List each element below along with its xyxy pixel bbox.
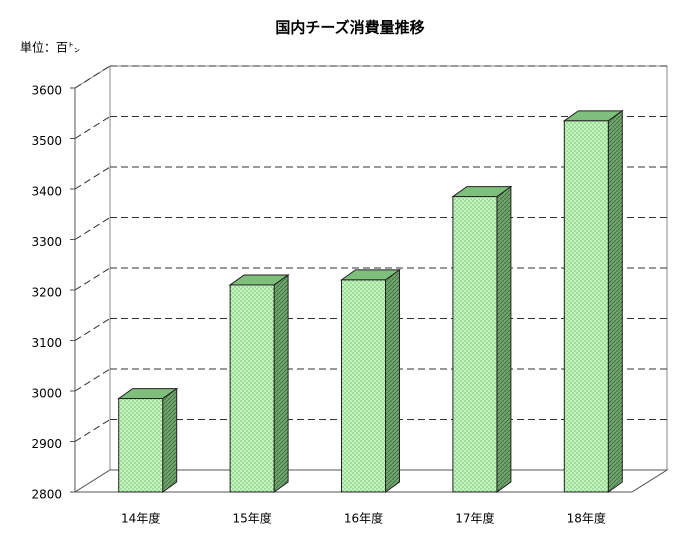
bar-side	[496, 185, 512, 493]
unit-label: 単位：百㌧	[20, 40, 80, 55]
bar	[563, 120, 609, 493]
bar	[452, 196, 498, 493]
grid-line	[74, 368, 111, 392]
y-tick-label: 3100	[31, 336, 62, 350]
bar-side	[607, 109, 623, 493]
grid-line	[74, 217, 111, 240]
grid-line	[74, 267, 111, 291]
chart-title: 国内チーズ消費量推移	[275, 19, 424, 37]
bar-side	[385, 268, 400, 493]
y-tick-label: 3000	[31, 387, 62, 401]
bar-side	[273, 273, 289, 493]
side-wall	[74, 65, 111, 493]
x-tick-label: 18年度	[567, 511, 606, 526]
bar-side	[162, 387, 178, 493]
bar	[118, 398, 164, 493]
grid-line	[74, 65, 111, 89]
y-tick-label: 2900	[31, 437, 62, 451]
bar	[341, 279, 386, 493]
grid-line	[74, 116, 111, 139]
grid-line	[74, 166, 111, 190]
x-tick-label: 15年度	[232, 511, 271, 526]
bar	[229, 284, 275, 493]
y-tick-label: 3300	[31, 235, 62, 249]
y-tick-label: 3500	[31, 134, 62, 148]
x-tick-label: 16年度	[344, 511, 383, 526]
x-tick-label: 17年度	[455, 511, 494, 526]
y-tick-label: 3600	[31, 84, 62, 98]
grid-line	[74, 318, 111, 341]
y-tick-label: 2800	[31, 488, 62, 502]
y-tick-label: 3400	[31, 185, 62, 199]
x-tick-label: 14年度	[121, 511, 160, 526]
y-tick-label: 3200	[31, 286, 62, 300]
grid-line	[74, 419, 111, 442]
